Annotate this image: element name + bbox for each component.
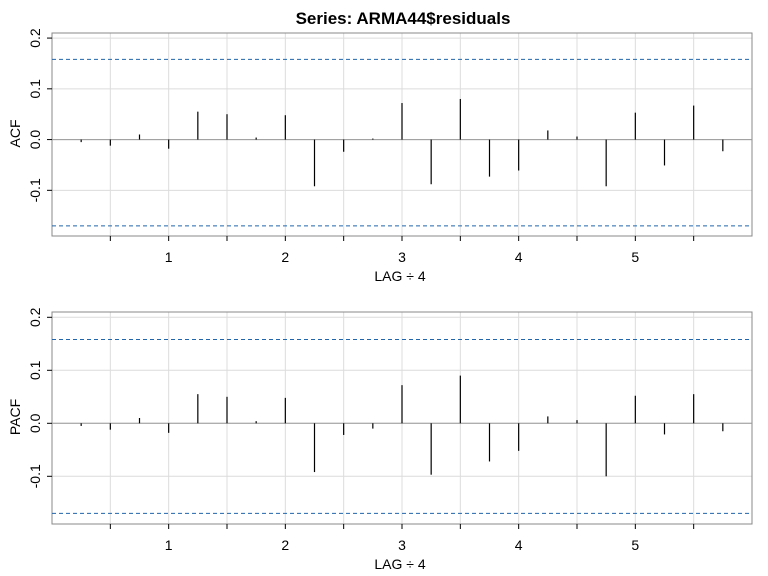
pacf-y-tick-label: 0.2	[27, 307, 43, 327]
acf-x-tick-label: 4	[515, 249, 523, 265]
pacf-x-axis-label: LAG ÷ 4	[374, 556, 425, 572]
pacf-y-tick-label: -0.1	[27, 464, 43, 488]
acf-y-tick-label: -0.1	[27, 178, 43, 202]
acf-x-tick-label: 3	[398, 249, 406, 265]
pacf-x-tick-label: 3	[398, 537, 406, 553]
acf-panel: 1 2 3 4 5 -0.1 0.0 0.1 0.2 LAG ÷ 4 ACF	[7, 28, 753, 284]
acf-y-tick-label: 0.0	[27, 130, 43, 150]
pacf-x-tick-label: 5	[631, 537, 639, 553]
acf-x-tick-label: 2	[281, 249, 289, 265]
acf-y-tick-label: 0.2	[27, 28, 43, 48]
acf-y-tick-label: 0.1	[27, 79, 43, 99]
pacf-x-tick-label: 1	[165, 537, 173, 553]
pacf-y-tick-label: 0.0	[27, 413, 43, 433]
pacf-y-axis-label: PACF	[7, 399, 23, 435]
pacf-panel: 1 2 3 4 5 -0.1 0.0 0.1 0.2 LAG ÷ 4 PACF	[7, 307, 753, 572]
acf-y-axis-label: ACF	[7, 120, 23, 148]
acf-x-tick-label: 1	[165, 249, 173, 265]
acf-x-tick-label: 5	[631, 249, 639, 265]
pacf-x-tick-label: 2	[281, 537, 289, 553]
pacf-y-tick-label: 0.1	[27, 360, 43, 380]
chart-title: Series: ARMA44$residuals	[296, 9, 511, 28]
pacf-x-tick-label: 4	[515, 537, 523, 553]
acf-x-axis-label: LAG ÷ 4	[374, 268, 425, 284]
